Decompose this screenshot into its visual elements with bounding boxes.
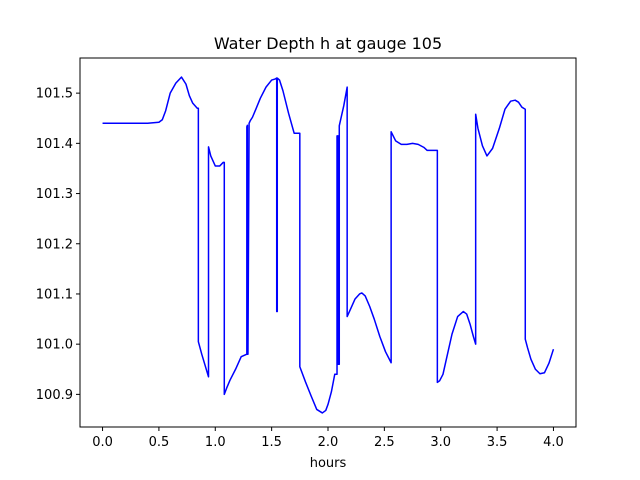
x-tick-label: 4.0	[543, 435, 564, 450]
x-tick-label: 0.5	[149, 435, 170, 450]
x-tick-label: 2.5	[374, 435, 395, 450]
x-tick-label: 1.5	[261, 435, 282, 450]
y-tick-label: 100.9	[36, 388, 73, 403]
y-tick-label: 101.0	[36, 338, 73, 353]
y-tick-label: 101.4	[36, 137, 73, 152]
x-axis-label: hours	[310, 456, 347, 471]
x-tick-label: 3.0	[430, 435, 451, 450]
x-axis: 0.0 0.5 1.0 1.5 2.0 2.5 3.0 3.5 4.0	[92, 427, 564, 450]
plot-area	[102, 76, 555, 414]
x-tick-label: 2.0	[318, 435, 339, 450]
y-tick-label: 101.5	[36, 87, 73, 102]
y-tick-label: 101.3	[36, 187, 73, 202]
y-tick-label: 101.1	[36, 287, 73, 302]
x-tick-label: 3.5	[487, 435, 508, 450]
x-tick-label: 1.0	[205, 435, 226, 450]
chart-title: Water Depth h at gauge 105	[214, 34, 442, 53]
y-tick-label: 101.2	[36, 237, 73, 252]
series-line-0	[102, 76, 555, 414]
x-tick-label: 0.0	[92, 435, 113, 450]
plot-frame	[79, 57, 577, 428]
y-axis: 100.9 101.0 101.1 101.2 101.3 101.4 101.5	[36, 87, 80, 403]
